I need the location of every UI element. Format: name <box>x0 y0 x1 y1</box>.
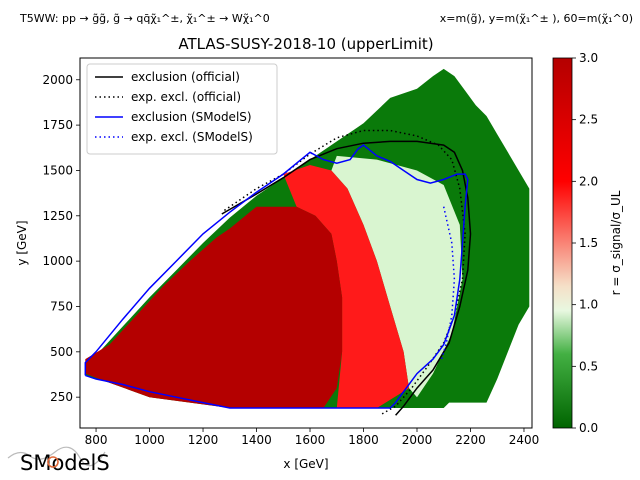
heatmap-regions <box>85 68 530 409</box>
legend-label: exp. excl. (official) <box>131 90 241 104</box>
colorbar-label: r = σ_signal/σ_UL <box>609 190 623 295</box>
region-mid-r <box>283 165 409 408</box>
logo-circle-icon <box>47 456 59 468</box>
series-line-4 <box>440 206 456 362</box>
x-axis-label: x [GeV] <box>283 457 328 471</box>
series-line-1 <box>221 140 472 416</box>
colorbar-bar <box>552 57 573 429</box>
x-tick-label: 800 <box>85 433 108 447</box>
legend-label: exclusion (official) <box>131 70 240 84</box>
x-axis-ticks: 800 1000 1200 1400 1600 1800 2000 2200 2400 <box>85 428 540 447</box>
colorbar-tick-label: 1.5 <box>579 236 598 250</box>
colorbar-tick-label: 3.0 <box>579 51 598 65</box>
logo-squiggle <box>7 446 106 467</box>
y-tick-label: 1750 <box>42 118 73 132</box>
plot-frame <box>79 57 533 429</box>
y-tick-label: 1250 <box>42 209 73 223</box>
legend-box <box>86 63 278 155</box>
x-tick-label: 1600 <box>295 433 326 447</box>
legend: exclusion (official) exp. excl. (official… <box>86 63 278 155</box>
y-tick-label: 1000 <box>42 254 73 268</box>
y-axis-ticks: 250 500 750 1000 1250 1500 1750 2000 <box>42 73 80 404</box>
plot-area <box>79 57 533 429</box>
x-tick-label: 1000 <box>134 433 165 447</box>
x-tick-label: 1200 <box>188 433 219 447</box>
y-tick-label: 1500 <box>42 163 73 177</box>
process-label: T5WW: pp → g̃g̃, g̃ → qq̄χ̃₁^±, χ̃₁^± → … <box>19 12 270 25</box>
colorbar: 0.0 0.5 1.0 1.5 2.0 2.5 3.0 r = σ_signal/σ_UL <box>552 51 623 435</box>
smodels-logo: SModelS <box>7 446 110 475</box>
x-tick-label: 2200 <box>455 433 486 447</box>
legend-label: exp. excl. (SModelS) <box>131 130 253 144</box>
y-axis-label: y [GeV] <box>15 220 29 265</box>
mass-definition-label: x=m(g̃), y=m(χ̃₁^± ), 60=m(χ̃₁^0) <box>440 12 633 25</box>
series-line-3 <box>84 144 469 409</box>
colorbar-tick-label: 0.0 <box>579 421 598 435</box>
colorbar-ticks: 0.0 0.5 1.0 1.5 2.0 2.5 3.0 <box>572 51 598 435</box>
colorbar-tick-label: 2.0 <box>579 174 598 188</box>
contour-lines <box>84 129 472 416</box>
y-tick-label: 250 <box>50 390 73 404</box>
logo-text: SModelS <box>20 451 110 475</box>
region-near-one <box>331 155 463 398</box>
colorbar-tick-label: 1.0 <box>579 298 598 312</box>
colorbar-tick-label: 2.5 <box>579 113 598 127</box>
x-tick-label: 1800 <box>348 433 379 447</box>
colorbar-tick-label: 0.5 <box>579 359 598 373</box>
x-tick-label: 2000 <box>402 433 433 447</box>
y-tick-label: 500 <box>50 345 73 359</box>
x-tick-label: 2400 <box>509 433 540 447</box>
y-tick-label: 750 <box>50 299 73 313</box>
x-tick-label: 1400 <box>241 433 272 447</box>
legend-label: exclusion (SModelS) <box>131 110 252 124</box>
y-tick-label: 2000 <box>42 73 73 87</box>
region-high-r <box>85 206 343 408</box>
chart-title: ATLAS-SUSY-2018-10 (upperLimit) <box>178 35 433 53</box>
